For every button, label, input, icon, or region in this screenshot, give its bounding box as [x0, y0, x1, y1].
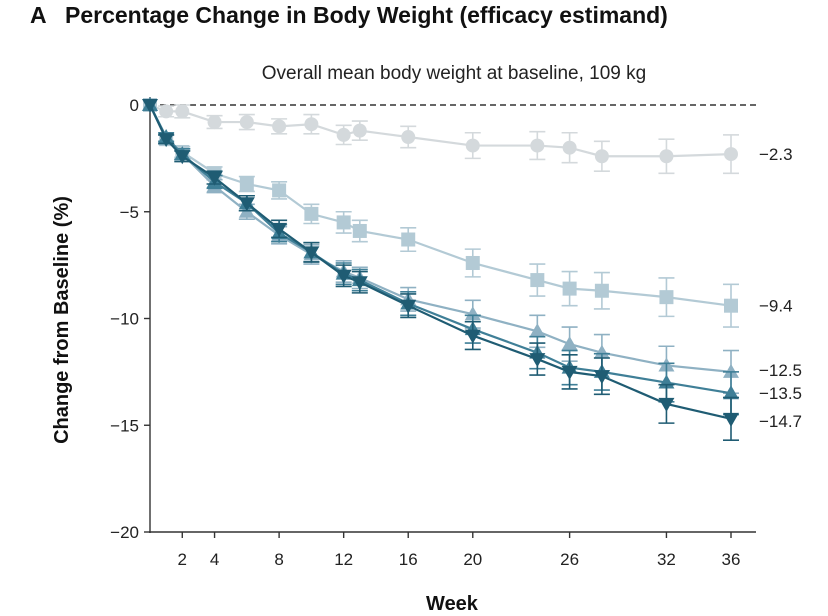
- y-tick-label: −20: [110, 523, 139, 542]
- data-point: [530, 273, 545, 288]
- data-point: [207, 115, 222, 130]
- data-point: [239, 176, 254, 191]
- data-point: [352, 223, 367, 238]
- series-end-label: −13.5: [759, 384, 802, 403]
- data-point: [351, 276, 368, 291]
- data-point: [336, 127, 351, 142]
- data-point: [723, 385, 739, 400]
- x-tick-label: 32: [657, 550, 676, 569]
- data-point: [658, 397, 675, 412]
- data-point: [561, 365, 578, 380]
- y-tick-label: 0: [130, 96, 139, 115]
- x-tick-label: 2: [178, 550, 187, 569]
- data-point: [464, 306, 481, 321]
- panel-title: A Percentage Change in Body Weight (effi…: [30, 2, 668, 29]
- data-point: [562, 140, 577, 155]
- chart-subtitle: Overall mean body weight at baseline, 10…: [262, 63, 646, 84]
- x-tick-label: 4: [210, 550, 219, 569]
- data-point: [561, 336, 578, 351]
- data-point: [158, 133, 175, 148]
- data-point: [174, 150, 191, 165]
- y-tick-label: −15: [110, 416, 139, 435]
- data-point: [659, 149, 674, 164]
- data-point: [304, 117, 319, 132]
- data-point: [724, 298, 738, 313]
- data-point: [175, 104, 190, 119]
- y-tick-label: −10: [110, 310, 139, 329]
- data-point: [724, 147, 738, 162]
- data-point: [465, 138, 480, 153]
- data-point: [400, 299, 417, 314]
- data-point: [723, 363, 739, 378]
- data-point: [272, 183, 287, 198]
- data-point: [562, 281, 577, 296]
- x-tick-label: 8: [274, 550, 283, 569]
- data-point: [239, 115, 254, 130]
- data-point: [593, 344, 610, 359]
- x-axis-title: Week: [426, 593, 479, 615]
- series-line: [149, 104, 732, 420]
- data-point: [206, 171, 223, 186]
- x-tick-label: 36: [722, 550, 741, 569]
- series-5: [142, 99, 739, 441]
- data-point: [272, 119, 287, 134]
- axes-layer: 0 −5 −10 −15 −20 2 4 8 12 16 20 26 32 36: [110, 96, 758, 569]
- x-tick-label: 16: [399, 550, 418, 569]
- data-point: [303, 246, 320, 261]
- data-point: [529, 323, 546, 338]
- data-point: [335, 269, 352, 284]
- series-line: [149, 104, 732, 307]
- data-point: [723, 412, 739, 427]
- x-tick-label: 20: [463, 550, 482, 569]
- data-point: [530, 138, 545, 153]
- data-point: [593, 370, 610, 385]
- y-axis-title: Change from Baseline (%): [51, 196, 73, 444]
- data-point: [464, 329, 481, 344]
- series-line: [149, 104, 732, 395]
- data-point: [465, 255, 480, 270]
- series-line: [149, 103, 732, 158]
- data-point: [659, 290, 674, 305]
- series-line: [149, 104, 732, 373]
- data-point: [352, 123, 367, 138]
- labels-layer: −2.3 −9.4 −12.5 −13.5 −14.7: [759, 145, 802, 431]
- data-point: [142, 99, 158, 113]
- x-tick-label: 12: [334, 550, 353, 569]
- data-point: [401, 232, 416, 247]
- series-2: [143, 98, 739, 328]
- data-point: [159, 104, 174, 119]
- data-point: [594, 283, 609, 298]
- x-tick-label: 26: [560, 550, 579, 569]
- series-end-label: −2.3: [759, 145, 793, 164]
- data-point: [271, 222, 288, 237]
- data-point: [529, 353, 546, 368]
- data-point: [336, 215, 351, 230]
- series-layer: [142, 97, 739, 441]
- panel-letter: A: [30, 2, 47, 28]
- data-point: [238, 197, 255, 212]
- series-end-label: −12.5: [759, 361, 802, 380]
- series-4: [142, 97, 739, 416]
- chart-title: Percentage Change in Body Weight (effica…: [65, 2, 668, 28]
- data-point: [304, 206, 319, 221]
- data-point: [401, 130, 416, 145]
- data-point: [594, 149, 609, 164]
- y-tick-label: −5: [120, 203, 139, 222]
- series-end-label: −14.7: [759, 412, 802, 431]
- series-1: [143, 98, 739, 175]
- series-end-label: −9.4: [759, 297, 793, 316]
